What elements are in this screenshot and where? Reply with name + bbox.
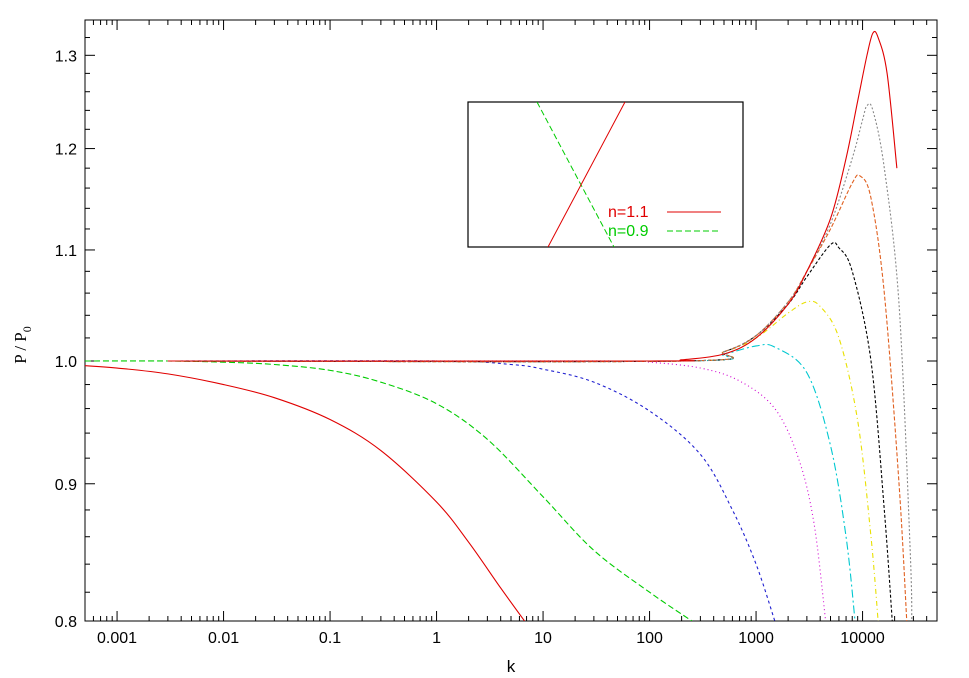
legend-label-1: n=0.9 [608, 223, 649, 240]
x-tick-label: 10000 [840, 630, 885, 647]
x-tick-label: 0.001 [97, 630, 137, 647]
x-tick-label: 10 [534, 630, 552, 647]
x-tick-label: 1 [432, 630, 441, 647]
y-tick-label: 1.3 [55, 48, 77, 65]
axis-ticks: 0.001 0.01 0.1 1 10 100 1000 10000 0.8 0.9 1.0 1.1 1… [55, 20, 937, 647]
y-tick-label: 0.8 [55, 614, 77, 631]
series-line-9 [167, 30, 898, 362]
legend: n=1.1 n=0.9 [467, 101, 744, 248]
series-line-0 [85, 365, 525, 621]
y-tick-label: 1.2 [55, 142, 77, 159]
series-line-4 [167, 343, 856, 621]
series-line-6 [167, 241, 893, 621]
y-tick-label: 0.9 [55, 477, 77, 494]
legend-inset-green-line [536, 102, 615, 247]
series-group [85, 30, 913, 621]
series-line-1 [85, 360, 693, 621]
x-axis-label: k [507, 657, 516, 676]
series-line-2 [167, 360, 776, 621]
legend-box [467, 101, 744, 248]
series-line-5 [167, 300, 879, 621]
legend-label-0: n=1.1 [608, 204, 649, 221]
x-tick-label: 0.01 [208, 630, 239, 647]
y-axis-label: P / P0 [11, 326, 34, 364]
x-tick-label: 1000 [738, 630, 774, 647]
y-tick-label: 1.1 [55, 243, 77, 260]
x-tick-label: 100 [636, 630, 663, 647]
legend-inset-red-line [547, 102, 626, 247]
y-tick-label: 1.0 [55, 354, 77, 371]
x-tick-label: 0.1 [319, 630, 341, 647]
y-axis-label-subscript: 0 [20, 326, 34, 332]
